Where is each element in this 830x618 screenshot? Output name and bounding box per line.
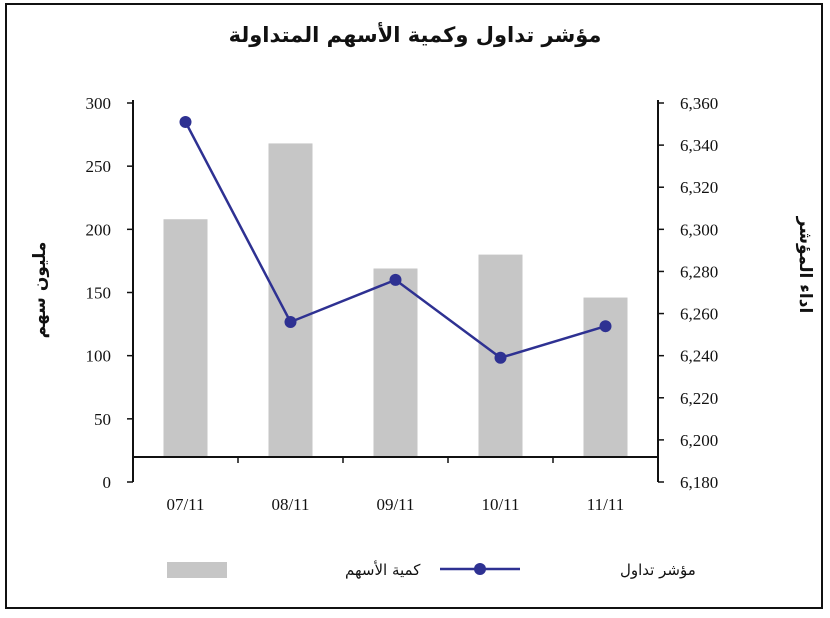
- x-ticks: 07/11 08/11 09/11 10/11 11/11: [132, 457, 659, 514]
- index-point-09/11: [389, 273, 402, 286]
- bar-series: [163, 143, 628, 457]
- bar-07/11: [163, 219, 208, 457]
- x-tick-label: 11/11: [587, 495, 624, 514]
- bar-09/11: [373, 268, 418, 457]
- left-tick-label: 200: [86, 220, 112, 239]
- right-ticks: 6,360 6,340 6,320 6,300 6,280 6,260 6,240 6,220…: [658, 94, 718, 492]
- legend-bar-label: كمية الأسهم: [345, 560, 421, 579]
- index-point-11/11: [599, 320, 612, 333]
- right-tick-label: 6,260: [680, 305, 718, 324]
- right-tick-label: 6,340: [680, 136, 718, 155]
- index-point-08/11: [284, 315, 297, 328]
- right-tick-label: 6,180: [680, 473, 718, 492]
- x-tick-label: 09/11: [376, 495, 414, 514]
- right-tick-label: 6,240: [680, 347, 718, 366]
- x-tick-label: 10/11: [481, 495, 519, 514]
- left-tick-label: 100: [86, 347, 112, 366]
- right-tick-label: 6,200: [680, 431, 718, 450]
- chart-title: مؤشر تداول وكمية الأسهم المتداولة: [229, 21, 602, 47]
- x-tick-label: 08/11: [271, 495, 309, 514]
- left-axis-label: مليون سهم: [30, 242, 50, 339]
- x-tick-label: 07/11: [166, 495, 204, 514]
- right-tick-label: 6,320: [680, 178, 718, 197]
- index-point-10/11: [494, 351, 507, 364]
- right-tick-label: 6,360: [680, 94, 718, 113]
- legend-line-marker: [474, 563, 486, 575]
- right-tick-label: 6,300: [680, 220, 718, 239]
- legend-bar-swatch: [167, 562, 227, 578]
- left-ticks: 300 250 200 150 100 50 0: [86, 94, 133, 492]
- left-tick-label: 150: [86, 284, 112, 303]
- line-series: [179, 115, 612, 364]
- right-tick-label: 6,280: [680, 262, 718, 281]
- legend-line-label: مؤشر تداول: [620, 561, 696, 579]
- right-axis-label: اداء المؤشر: [795, 216, 815, 314]
- right-tick-label: 6,220: [680, 389, 718, 408]
- left-tick-label: 250: [86, 157, 112, 176]
- bar-08/11: [268, 143, 313, 457]
- left-tick-label: 50: [94, 410, 111, 429]
- left-tick-label: 0: [103, 473, 112, 492]
- index-point-07/11: [179, 115, 192, 128]
- left-tick-label: 300: [86, 94, 112, 113]
